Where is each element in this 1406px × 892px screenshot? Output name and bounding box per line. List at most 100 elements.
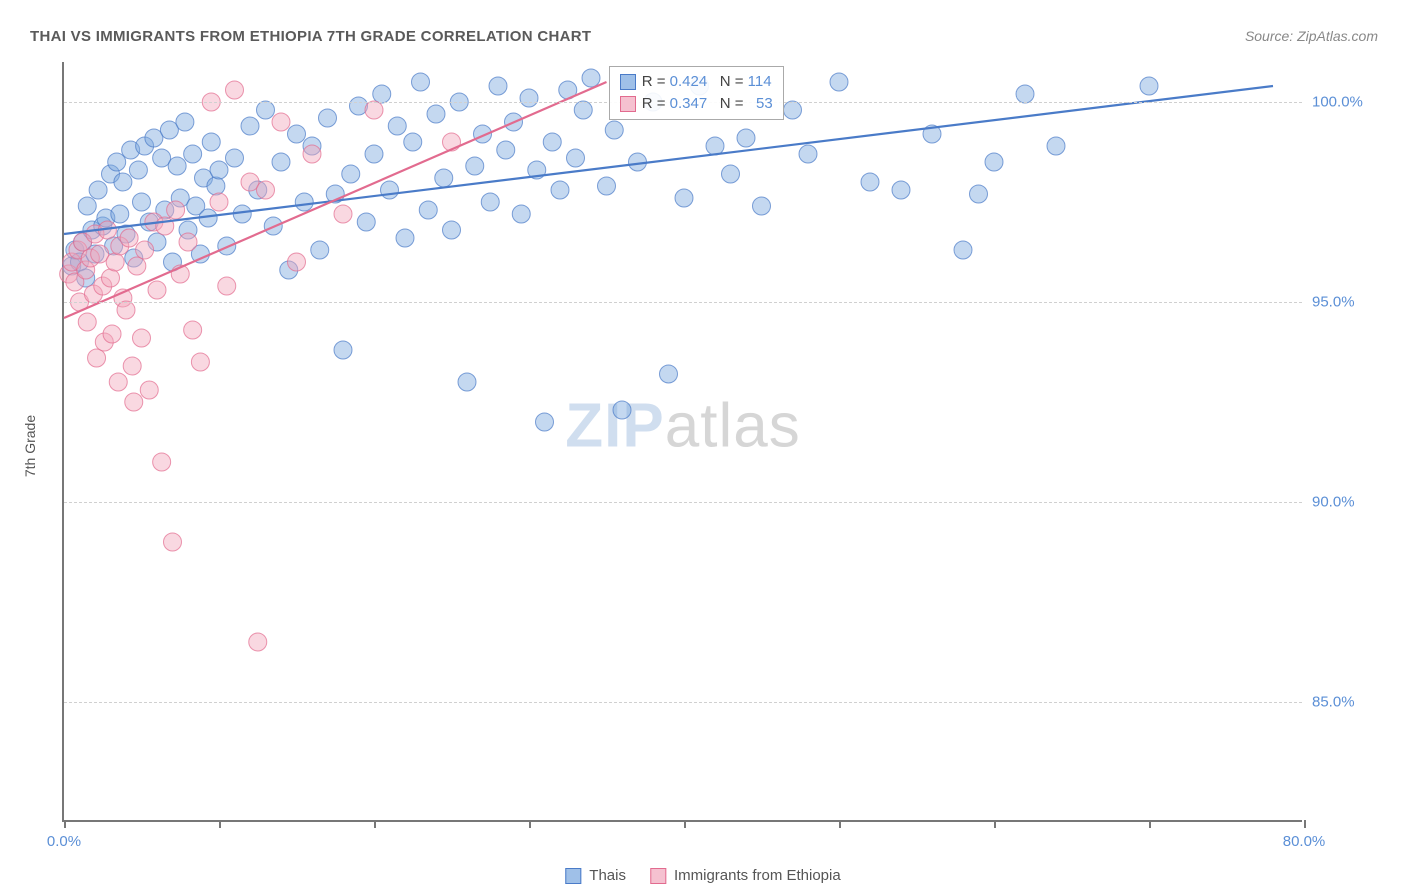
scatter-point — [202, 133, 220, 151]
scatter-point — [218, 277, 236, 295]
scatter-point — [830, 73, 848, 91]
scatter-point — [1047, 137, 1065, 155]
scatter-point — [156, 217, 174, 235]
scatter-point — [613, 401, 631, 419]
scatter-point — [319, 109, 337, 127]
x-tick — [64, 820, 66, 828]
scatter-point — [334, 341, 352, 359]
scatter-point — [226, 149, 244, 167]
x-tick — [529, 820, 531, 828]
scatter-point — [129, 161, 147, 179]
scatter-point — [342, 165, 360, 183]
legend-stats-text: R = 0.424 N = 114 — [642, 71, 772, 93]
scatter-point — [176, 113, 194, 131]
scatter-point — [210, 193, 228, 211]
x-tick — [219, 820, 221, 828]
scatter-point — [184, 321, 202, 339]
scatter-point — [114, 173, 132, 191]
scatter-point — [123, 357, 141, 375]
scatter-point — [443, 221, 461, 239]
scatter-point — [311, 241, 329, 259]
scatter-point — [108, 153, 126, 171]
gridline — [64, 302, 1302, 303]
scatter-point — [551, 181, 569, 199]
scatter-point — [737, 129, 755, 147]
scatter-point — [153, 453, 171, 471]
scatter-point — [582, 69, 600, 87]
chart-title: THAI VS IMMIGRANTS FROM ETHIOPIA 7TH GRA… — [30, 28, 591, 45]
scatter-point — [168, 157, 186, 175]
scatter-point — [207, 177, 225, 195]
legend-swatch — [620, 74, 636, 90]
scatter-point — [179, 233, 197, 251]
legend-label: Thais — [589, 867, 626, 884]
scatter-point — [675, 189, 693, 207]
scatter-point — [536, 413, 554, 431]
legend-stats-row: R = 0.424 N = 114 — [620, 71, 773, 93]
scatter-point — [249, 633, 267, 651]
y-tick-label: 100.0% — [1312, 94, 1372, 111]
scatter-point — [481, 193, 499, 211]
scatter-point — [164, 533, 182, 551]
x-tick-label: 0.0% — [47, 833, 81, 850]
scatter-point — [799, 145, 817, 163]
legend-swatch — [620, 96, 636, 112]
scatter-point — [102, 269, 120, 287]
scatter-point — [497, 141, 515, 159]
legend-swatch — [650, 868, 666, 884]
scatter-point — [427, 105, 445, 123]
y-tick-label: 90.0% — [1312, 494, 1372, 511]
scatter-point — [272, 153, 290, 171]
legend-label: Immigrants from Ethiopia — [674, 867, 841, 884]
scatter-point — [88, 349, 106, 367]
scatter-point — [226, 81, 244, 99]
plot-area: ZIPatlas 85.0%90.0%95.0%100.0%0.0%80.0%R… — [62, 62, 1302, 822]
scatter-point — [706, 137, 724, 155]
scatter-point — [970, 185, 988, 203]
scatter-point — [520, 89, 538, 107]
legend-stats-box: R = 0.424 N = 114R = 0.347 N = 53 — [609, 66, 784, 120]
scatter-point — [78, 197, 96, 215]
scatter-point — [128, 257, 146, 275]
scatter-point — [103, 325, 121, 343]
legend-bottom: Thais Immigrants from Ethiopia — [565, 867, 840, 884]
scatter-point — [184, 145, 202, 163]
scatter-point — [365, 101, 383, 119]
gridline — [64, 502, 1302, 503]
x-tick — [1149, 820, 1151, 828]
scatter-point — [125, 393, 143, 411]
plot-svg — [64, 62, 1302, 820]
scatter-point — [334, 205, 352, 223]
scatter-point — [210, 161, 228, 179]
scatter-point — [109, 373, 127, 391]
legend-stats-row: R = 0.347 N = 53 — [620, 93, 773, 115]
scatter-point — [598, 177, 616, 195]
scatter-point — [543, 133, 561, 151]
x-tick — [839, 820, 841, 828]
scatter-point — [78, 313, 96, 331]
scatter-point — [111, 205, 129, 223]
scatter-point — [419, 201, 437, 219]
legend-swatch — [565, 868, 581, 884]
scatter-point — [191, 353, 209, 371]
scatter-point — [574, 101, 592, 119]
scatter-point — [660, 365, 678, 383]
scatter-point — [458, 373, 476, 391]
scatter-point — [365, 145, 383, 163]
scatter-point — [466, 157, 484, 175]
chart-container: THAI VS IMMIGRANTS FROM ETHIOPIA 7TH GRA… — [0, 0, 1406, 892]
y-axis-label: 7th Grade — [22, 415, 38, 477]
scatter-point — [106, 253, 124, 271]
scatter-point — [892, 181, 910, 199]
scatter-point — [381, 181, 399, 199]
x-tick — [994, 820, 996, 828]
scatter-point — [89, 181, 107, 199]
scatter-point — [753, 197, 771, 215]
scatter-point — [512, 205, 530, 223]
scatter-point — [435, 169, 453, 187]
scatter-point — [388, 117, 406, 135]
legend-item: Immigrants from Ethiopia — [650, 867, 841, 884]
scatter-point — [303, 145, 321, 163]
scatter-point — [167, 201, 185, 219]
x-tick — [684, 820, 686, 828]
